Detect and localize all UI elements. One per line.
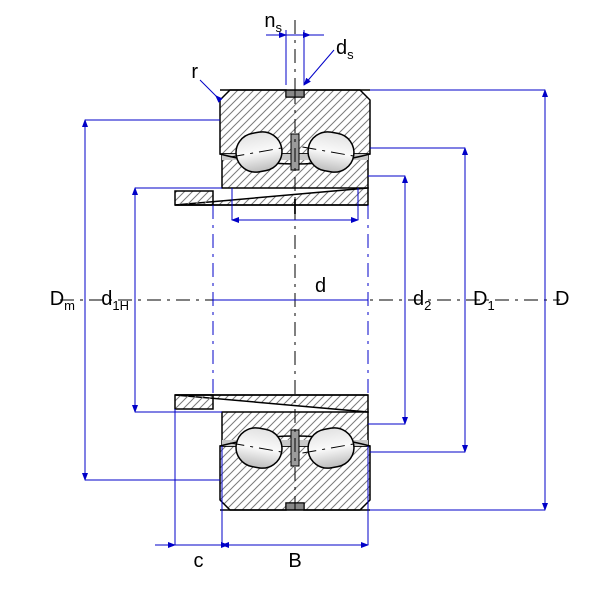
svg-text:d1H: d1H	[101, 288, 129, 313]
bearing-cross-section-diagram: ns ds r Dm d1H l d d2 D1 Dc B	[0, 0, 600, 600]
svg-text:Dm: Dm	[50, 288, 75, 313]
svg-text:d: d	[315, 275, 326, 297]
svg-text:D1: D1	[473, 288, 495, 313]
svg-text:r: r	[191, 61, 198, 83]
svg-text:l: l	[293, 197, 297, 219]
svg-text:D: D	[555, 288, 569, 310]
svg-text:ds: ds	[336, 37, 354, 62]
svg-text:c: c	[194, 550, 204, 572]
svg-text:B: B	[288, 550, 301, 572]
svg-text:d2: d2	[413, 288, 431, 313]
svg-text:ns: ns	[264, 10, 282, 35]
